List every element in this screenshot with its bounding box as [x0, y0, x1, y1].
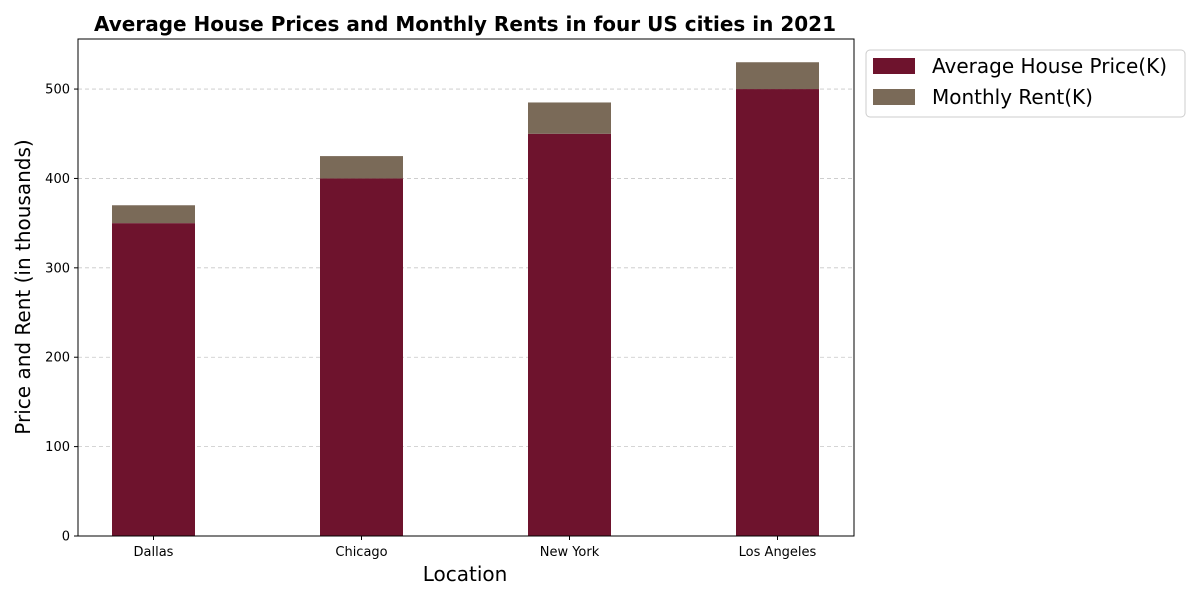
legend-swatch: [873, 58, 915, 74]
x-axis-label: Location: [423, 562, 508, 586]
x-tick-label: Los Angeles: [739, 545, 817, 560]
x-axis-ticks: Dallas Chicago New York Los Angeles: [134, 536, 817, 560]
legend-label: Monthly Rent(K): [932, 85, 1093, 109]
legend: Average House Price(K) Monthly Rent(K): [866, 50, 1185, 117]
bar-monthly-rent-dallas: [112, 205, 195, 223]
chart-title: Average House Prices and Monthly Rents i…: [94, 12, 836, 36]
bar-house-price-chicago: [320, 178, 403, 536]
y-tick-label: 0: [62, 530, 70, 545]
bar-monthly-rent-chicago: [320, 156, 403, 178]
x-tick-label: Dallas: [134, 545, 174, 560]
bars: [112, 62, 819, 536]
legend-label: Average House Price(K): [932, 54, 1167, 78]
bar-house-price-dallas: [112, 223, 195, 536]
y-tick-label: 100: [45, 440, 70, 455]
bar-house-price-new-york: [528, 134, 611, 536]
x-tick-label: New York: [540, 545, 600, 560]
y-tick-label: 300: [45, 261, 70, 276]
x-tick-label: Chicago: [335, 545, 387, 560]
bar-house-price-los-angeles: [736, 89, 819, 536]
y-tick-label: 200: [45, 351, 70, 366]
bar-monthly-rent-new-york: [528, 102, 611, 133]
y-axis-label: Price and Rent (in thousands): [11, 139, 35, 434]
y-axis-ticks: 0 100 200 300 400 500: [45, 83, 78, 545]
legend-swatch: [873, 89, 915, 105]
y-tick-label: 400: [45, 172, 70, 187]
y-tick-label: 500: [45, 83, 70, 98]
bar-monthly-rent-los-angeles: [736, 62, 819, 89]
